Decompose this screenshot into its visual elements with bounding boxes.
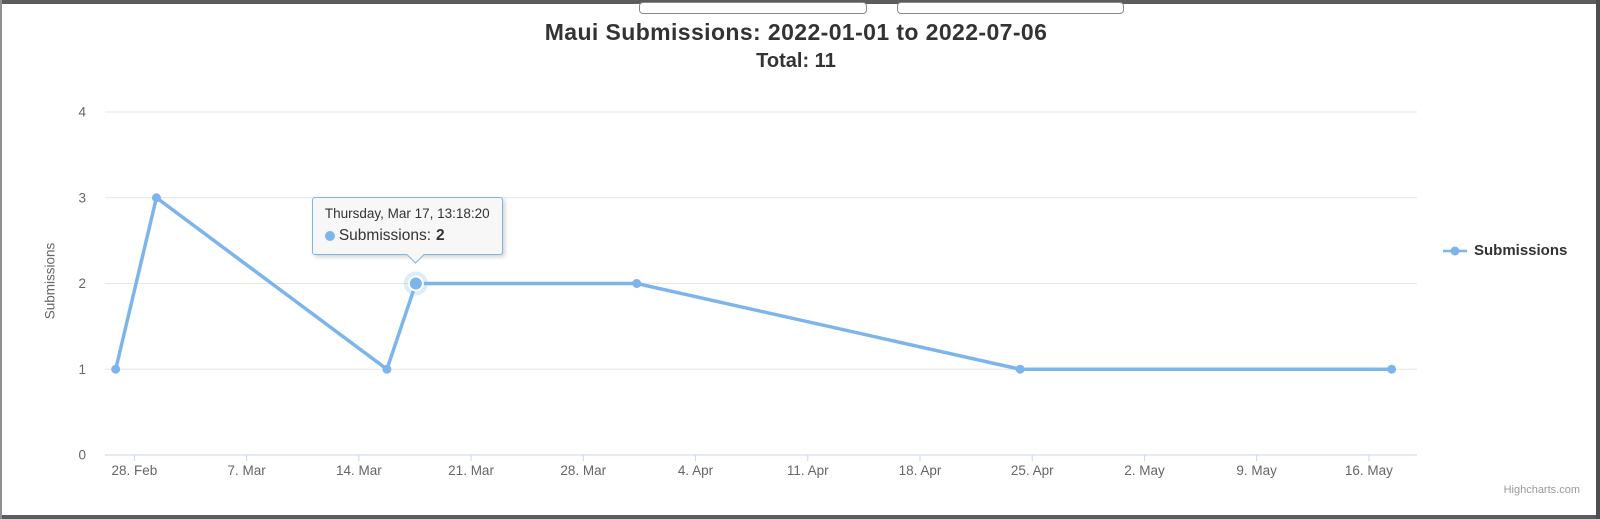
y-tick-label: 1 xyxy=(78,362,86,377)
y-tick-label: 0 xyxy=(78,448,86,463)
data-point[interactable] xyxy=(409,277,422,290)
x-tick-label: 16. May xyxy=(1345,463,1393,478)
data-point[interactable] xyxy=(111,364,121,374)
x-tick-label: 7. Mar xyxy=(227,463,266,478)
data-point[interactable] xyxy=(1015,364,1025,374)
tooltip-series-label: Submissions: xyxy=(338,227,432,244)
y-tick-label: 4 xyxy=(78,105,86,120)
x-tick-label: 28. Feb xyxy=(112,463,158,478)
x-tick-label: 28. Mar xyxy=(560,463,606,478)
data-point[interactable] xyxy=(632,279,642,288)
x-tick-label: 21. Mar xyxy=(448,463,494,478)
series-marker-dot-icon xyxy=(324,231,335,241)
toolbar-input-right[interactable] xyxy=(897,2,1124,14)
x-tick-label: 9. May xyxy=(1236,463,1277,478)
data-point[interactable] xyxy=(382,364,392,374)
tooltip-value: 2 xyxy=(436,227,445,244)
tooltip: Thursday, Mar 17, 13:18:20 Submissions: … xyxy=(311,197,503,264)
chart-subtitle: Total: 11 xyxy=(756,50,836,72)
y-tick-label: 2 xyxy=(78,276,86,291)
x-tick-label: 14. Mar xyxy=(336,463,382,478)
x-tick-label: 4. Apr xyxy=(678,463,714,478)
data-point[interactable] xyxy=(151,193,161,203)
legend-line-marker-icon xyxy=(1443,246,1467,255)
legend-item-submissions[interactable]: Submissions xyxy=(1442,242,1567,259)
data-point[interactable] xyxy=(1387,364,1397,374)
legend-label: Submissions xyxy=(1474,242,1568,259)
y-tick-label: 3 xyxy=(78,190,86,205)
tooltip-row: Submissions: 2 xyxy=(324,227,490,245)
bottom-bar xyxy=(2,515,1596,519)
x-tick-label: 25. Apr xyxy=(1011,463,1054,478)
toolbar-input-left[interactable] xyxy=(639,2,867,14)
tooltip-header: Thursday, Mar 17, 13:18:20 xyxy=(324,206,490,221)
x-tick-label: 18. Apr xyxy=(899,463,942,478)
y-axis-title: Submissions xyxy=(42,242,58,320)
chart-title: Maui Submissions: 2022-01-01 to 2022-07-… xyxy=(544,19,1048,45)
credits-link[interactable]: Highcharts.com xyxy=(1503,484,1580,496)
x-tick-label: 2. May xyxy=(1124,463,1165,478)
x-tick-label: 11. Apr xyxy=(787,463,829,478)
